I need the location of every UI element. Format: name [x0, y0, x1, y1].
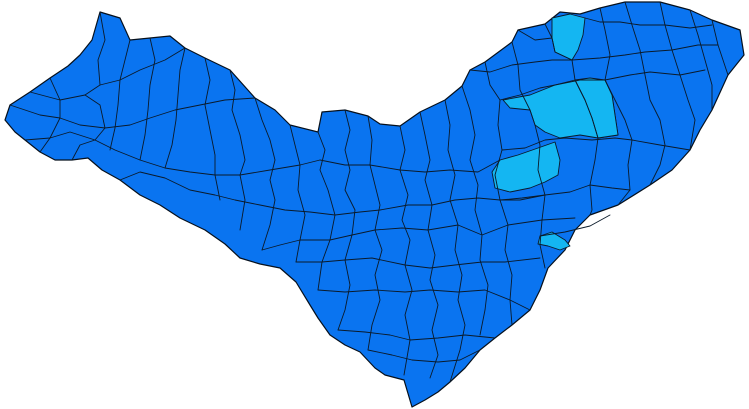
municipality-boundaries	[9, 1, 729, 383]
municipality-highlight-center	[491, 141, 561, 193]
state-outline	[4, 1, 745, 408]
